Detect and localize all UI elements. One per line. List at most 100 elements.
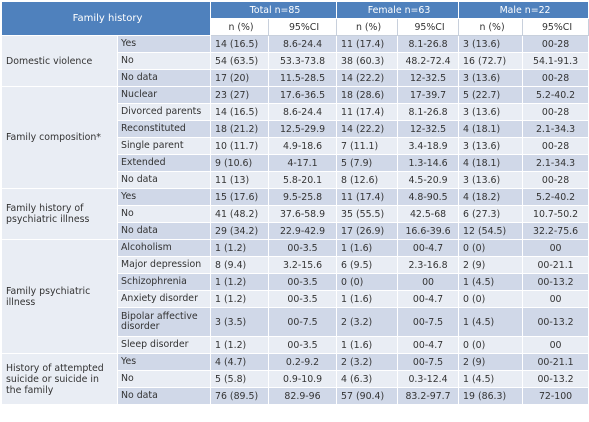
male-n-cell: 1 (4.5) (458, 273, 524, 291)
total-ci-cell: 22.9-42.9 (268, 222, 338, 240)
male-ci-cell: 5.2-40.2 (522, 188, 589, 206)
female-ci-cell: 4.8-90.5 (397, 188, 460, 206)
female-n-cell: 14 (22.2) (336, 69, 399, 87)
female-n-cell: 38 (60.3) (336, 52, 399, 70)
table-row: No data 11 (13) 5.8-20.1 8 (12.6) 4.5-20.9 3 … (2, 171, 589, 189)
table-row: Family composition* Nuclear 23 (27) 17.6-36… (1, 86, 589, 189)
female-ci-cell: 00-7.5 (397, 307, 460, 337)
female-n-cell: 2 (3.2) (336, 353, 399, 371)
male-n-cell: 3 (13.6) (458, 137, 524, 155)
female-n-cell: 11 (17.4) (336, 188, 399, 206)
total-ci-cell: 9.5-25.8 (268, 188, 338, 206)
male-ci-cell: 00-28 (522, 171, 589, 189)
female-n-cell: 8 (12.6) (336, 171, 399, 189)
female-n-cell: 1 (1.6) (336, 239, 399, 257)
header-family-history: Family history (0, 1, 212, 36)
row-label: Nuclear (116, 86, 212, 104)
male-ci-cell: 00 (522, 336, 589, 354)
total-n-cell: 23 (27) (210, 86, 270, 104)
row-label: No (116, 52, 212, 70)
male-n-cell: 5 (22.7) (458, 86, 524, 104)
female-n-cell: 6 (9.5) (336, 256, 399, 274)
female-n-cell: 4 (6.3) (336, 370, 399, 388)
table-row: No 5 (5.8) 0.9-10.9 4 (6.3) 0.3-12.4 1 (4.5) 0… (2, 370, 589, 388)
total-ci-cell: 8.6-24.4 (268, 103, 338, 121)
female-ci-cell: 00-7.5 (397, 353, 460, 371)
female-ci-cell: 1.3-14.6 (397, 154, 460, 172)
total-n-cell: 76 (89.5) (210, 387, 270, 405)
total-ci-cell: 11.5-28.5 (268, 69, 338, 87)
total-ci-cell: 0.9-10.9 (268, 370, 338, 388)
female-n-cell: 18 (28.6) (336, 86, 399, 104)
table-row: No 41 (48.2) 37.6-58.9 35 (55.5) 42.5-68 6 (2… (2, 205, 589, 223)
table-row: Single parent 10 (11.7) 4.9-18.6 7 (11.1) 3.… (2, 137, 589, 155)
male-ci-cell: 00-13.2 (522, 273, 589, 291)
row-label: Schizophrenia (116, 273, 212, 291)
header-total-ci: 95%CI (268, 18, 338, 36)
total-ci-cell: 82.9-96 (268, 387, 338, 405)
female-n-cell: 14 (22.2) (336, 120, 399, 138)
male-ci-cell: 5.2-40.2 (522, 86, 589, 104)
female-n-cell: 2 (3.2) (336, 307, 399, 337)
row-label: No (116, 370, 212, 388)
table-row: Bipolar affective disorder 3 (3.5) 00-7.5 2… (2, 307, 589, 337)
female-ci-cell: 48.2-72.4 (397, 52, 460, 70)
male-n-cell: 2 (9) (458, 353, 524, 371)
male-ci-cell: 10.7-50.2 (522, 205, 589, 223)
male-ci-cell: 32.2-75.6 (522, 222, 589, 240)
male-n-cell: 3 (13.6) (458, 35, 524, 53)
row-label: No (116, 205, 212, 223)
row-label: No data (116, 69, 212, 87)
table-row: Domestic violence Yes 14 (16.5) 8.6-24.4 11 … (1, 35, 589, 87)
row-label: Bipolar affective disorder (116, 307, 212, 337)
header-female: Female n=63 (336, 1, 460, 19)
male-ci-cell: 00-21.1 (522, 256, 589, 274)
female-n-cell: 5 (7.9) (336, 154, 399, 172)
total-n-cell: 11 (13) (210, 171, 270, 189)
female-ci-cell: 12-32.5 (397, 69, 460, 87)
total-ci-cell: 4.9-18.6 (268, 137, 338, 155)
category-label: Family composition* (1, 86, 118, 189)
male-ci-cell: 00-28 (522, 69, 589, 87)
table-row: History of attempted suicide or suicide … (1, 353, 589, 405)
female-ci-cell: 00-4.7 (397, 239, 460, 257)
family-history-table: Family history Total n=85 Female n=63 Ma… (0, 1, 589, 405)
category-label: Family psychiatric illness (1, 239, 118, 354)
male-n-cell: 0 (0) (458, 290, 524, 308)
total-n-cell: 17 (20) (210, 69, 270, 87)
total-n-cell: 29 (34.2) (210, 222, 270, 240)
row-label: Sleep disorder (116, 336, 212, 354)
male-n-cell: 1 (4.5) (458, 370, 524, 388)
male-ci-cell: 00-13.2 (522, 370, 589, 388)
male-n-cell: 1 (4.5) (458, 307, 524, 337)
total-n-cell: 1 (1.2) (210, 290, 270, 308)
female-ci-cell: 2.3-16.8 (397, 256, 460, 274)
total-n-cell: 3 (3.5) (210, 307, 270, 337)
male-n-cell: 2 (9) (458, 256, 524, 274)
male-n-cell: 0 (0) (458, 239, 524, 257)
female-ci-cell: 00 (397, 273, 460, 291)
female-ci-cell: 00-4.7 (397, 336, 460, 354)
row-label: No data (116, 222, 212, 240)
row-label: Divorced parents (116, 103, 212, 121)
total-ci-cell: 5.8-20.1 (268, 171, 338, 189)
female-n-cell: 0 (0) (336, 273, 399, 291)
table-row: Family history of psychiatric illness Yes… (1, 188, 589, 240)
female-ci-cell: 42.5-68 (397, 205, 460, 223)
row-label: Single parent (116, 137, 212, 155)
category-label: History of attempted suicide or suicide … (1, 353, 118, 405)
row-label: Anxiety disorder (116, 290, 212, 308)
table-body: Domestic violence Yes 14 (16.5) 8.6-24.4 11 … (1, 35, 589, 405)
row-label: No data (116, 387, 212, 405)
male-ci-cell: 00-28 (522, 35, 589, 53)
header-male-n: n (%) (458, 18, 524, 36)
female-n-cell: 11 (17.4) (336, 35, 399, 53)
row-label: Alcoholism (116, 239, 212, 257)
row-label: Yes (116, 35, 212, 53)
female-ci-cell: 3.4-18.9 (397, 137, 460, 155)
total-n-cell: 4 (4.7) (210, 353, 270, 371)
male-ci-cell: 54.1-91.3 (522, 52, 589, 70)
total-n-cell: 10 (11.7) (210, 137, 270, 155)
total-ci-cell: 37.6-58.9 (268, 205, 338, 223)
female-ci-cell: 0.3-12.4 (397, 370, 460, 388)
